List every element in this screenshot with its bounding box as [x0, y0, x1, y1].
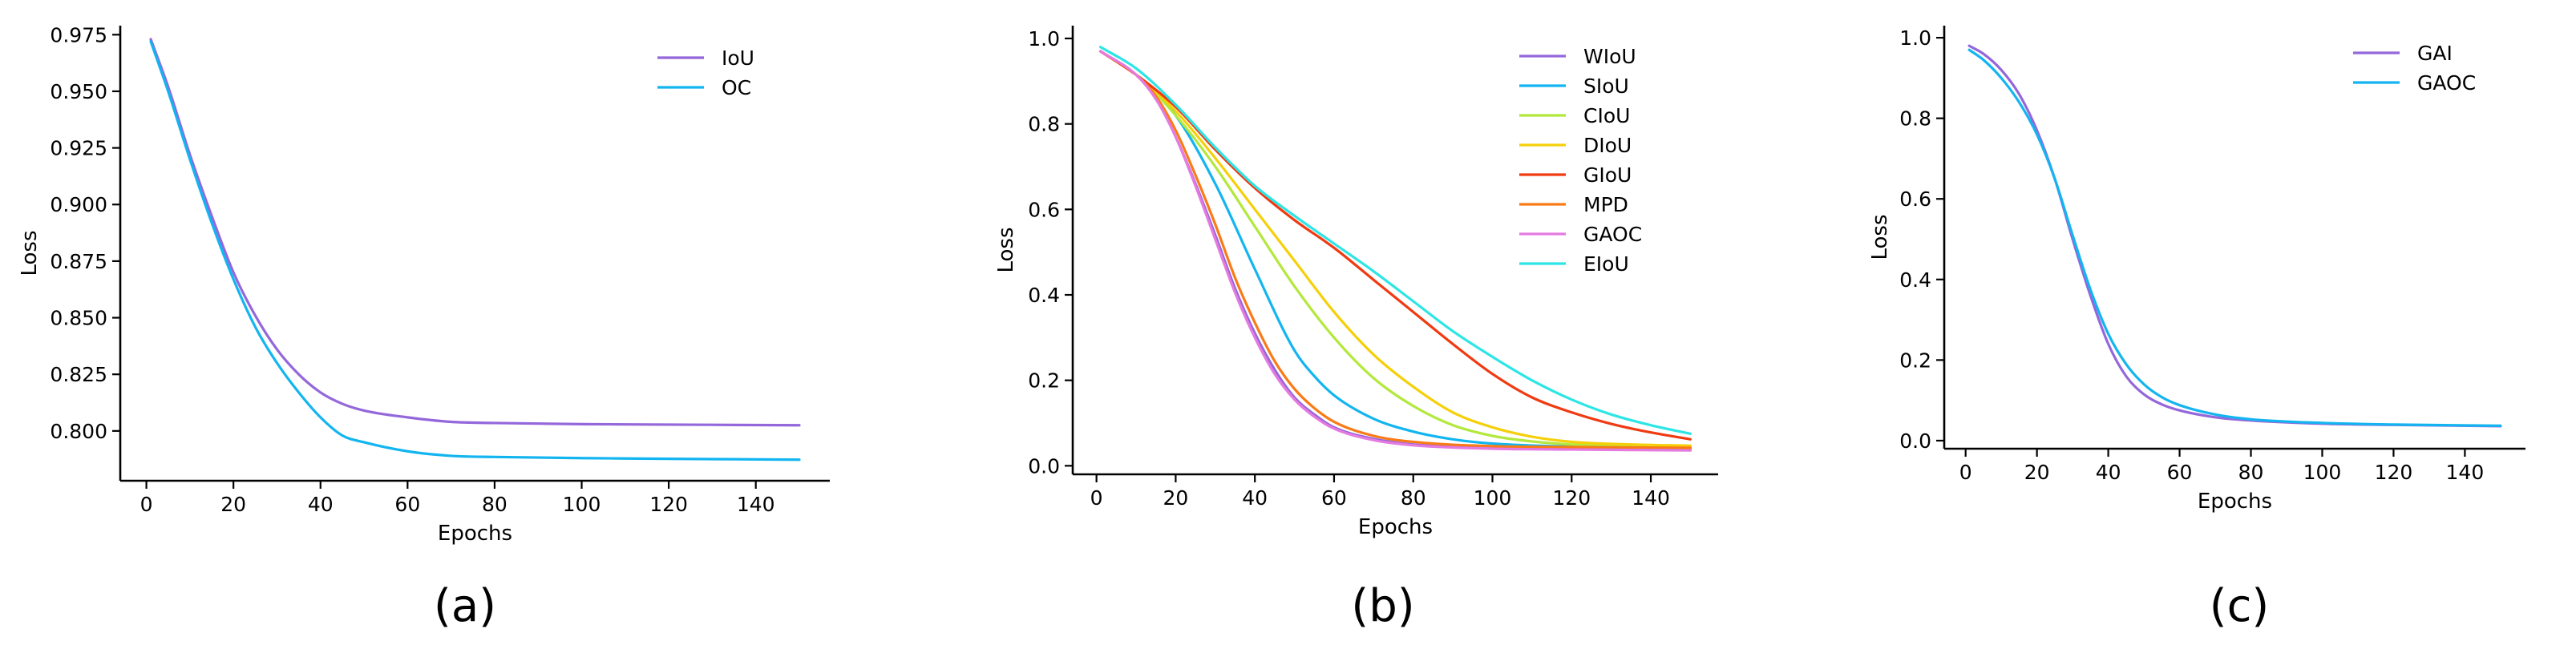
y-tick-label: 0.6: [1028, 198, 1060, 221]
x-tick-label: 140: [737, 493, 775, 516]
series-group: [149, 38, 801, 462]
x-tick-label: 0: [1090, 486, 1103, 510]
y-tick-label: 0.850: [50, 307, 107, 330]
y-tick-label: 0.4: [1899, 268, 1931, 292]
x-tick-label: 140: [2446, 461, 2485, 484]
legend: WIoU SIoU CIoU DIoU GIoU MPD GAOC EIoU: [1519, 45, 1642, 276]
chart-panel-2: 0 20 40 60 80 100 120 140 0.0 0.2 0.4 0.6 0.8 1.0 Epoc…: [1868, 26, 2525, 632]
x-tick-label: 120: [649, 493, 688, 516]
legend-label: OC: [722, 76, 751, 99]
panel-label: (c): [2210, 580, 2269, 632]
x-tick-label: 120: [2375, 461, 2413, 484]
legend-label: GAI: [2417, 42, 2453, 65]
y-tick-label: 0.0: [1899, 429, 1931, 453]
y-tick-label: 0.2: [1028, 369, 1060, 393]
legend-label: MPD: [1583, 193, 1628, 216]
series-line-gaoc: [1967, 48, 2502, 427]
y-tick-label: 0.6: [1899, 187, 1931, 211]
series-line-eiou: [1098, 46, 1692, 435]
y-tick-label: 0.8: [1899, 107, 1931, 131]
y-tick-label: 0.2: [1899, 349, 1931, 372]
series-group: [1967, 44, 2502, 428]
y-tick-label: 0.800: [50, 420, 107, 443]
y-tick-label: 0.950: [50, 80, 107, 103]
series-line-iou: [149, 38, 801, 427]
x-tick-label: 0: [140, 493, 153, 516]
y-tick-label: 0.925: [50, 137, 107, 160]
x-tick-label: 40: [308, 493, 334, 516]
x-tick-label: 80: [1401, 486, 1426, 510]
series-line-oc: [149, 40, 801, 462]
legend: GAI GAOC: [2353, 42, 2476, 95]
x-tick-label: 120: [1552, 486, 1591, 510]
panel-label: (a): [434, 580, 496, 632]
series-group: [1098, 46, 1692, 452]
series-line-gai: [1967, 44, 2502, 428]
legend-label: DIoU: [1583, 134, 1632, 157]
legend-label: CIoU: [1583, 104, 1630, 127]
x-tick-label: 20: [220, 493, 246, 516]
series-line-gaoc: [1098, 50, 1692, 452]
x-tick-label: 40: [2096, 461, 2121, 484]
x-axis-label: Epochs: [438, 522, 512, 546]
chart-panel-1: 0 20 40 60 80 100 120 140 0.0 0.2 0.4 0.6 0.8 1.0 Epoc…: [994, 26, 1718, 632]
legend-label: WIoU: [1583, 45, 1636, 68]
y-tick-label: 0.8: [1028, 113, 1060, 136]
series-line-diou: [1098, 50, 1692, 447]
x-tick-label: 140: [1632, 486, 1670, 510]
legend-label: IoU: [722, 46, 754, 70]
panels: 0 20 40 60 80 100 120 1400.8000.8250.8500.8750.…: [18, 23, 2525, 632]
series-line-mpd: [1098, 50, 1692, 449]
y-tick-label: 0.0: [1028, 454, 1060, 478]
legend: IoU OC: [657, 46, 754, 99]
x-axis-label: Epochs: [1358, 515, 1433, 539]
y-axis-label: Loss: [994, 227, 1018, 272]
x-tick-label: 100: [563, 493, 601, 516]
x-tick-label: 0: [1959, 461, 1972, 484]
legend-label: EIoU: [1583, 252, 1629, 276]
legend-label: GAOC: [2417, 71, 2476, 95]
y-axis-label: Loss: [18, 230, 42, 276]
x-tick-label: 20: [2024, 461, 2050, 484]
y-tick-label: 0.4: [1028, 284, 1060, 307]
x-tick-label: 60: [2167, 461, 2193, 484]
x-tick-label: 40: [1242, 486, 1268, 510]
y-tick-label: 0.825: [50, 363, 107, 386]
y-tick-label: 0.875: [50, 250, 107, 273]
series-line-siou: [1098, 50, 1692, 449]
legend-label: SIoU: [1583, 75, 1629, 98]
y-tick-label: 0.975: [50, 23, 107, 46]
x-axis-label: Epochs: [2198, 490, 2272, 514]
y-axis-label: Loss: [1868, 214, 1892, 260]
series-line-ciou: [1098, 50, 1692, 448]
x-tick-label: 80: [2238, 461, 2264, 484]
legend-label: GIoU: [1583, 163, 1632, 187]
y-tick-label: 0.900: [50, 193, 107, 216]
chart-panel-0: 0 20 40 60 80 100 120 140 0.800 0.825 0.850 0.875 0.…: [18, 23, 830, 632]
y-tick-label: 1.0: [1028, 27, 1060, 50]
x-tick-label: 20: [1163, 486, 1188, 510]
x-tick-label: 80: [482, 493, 508, 516]
y-tick-label: 1.0: [1899, 26, 1931, 50]
x-tick-label: 60: [394, 493, 420, 516]
x-tick-label: 100: [1474, 486, 1512, 510]
legend-label: GAOC: [1583, 223, 1642, 246]
panel-label: (b): [1351, 580, 1414, 632]
x-tick-label: 100: [2303, 461, 2342, 484]
x-tick-label: 60: [1321, 486, 1347, 510]
